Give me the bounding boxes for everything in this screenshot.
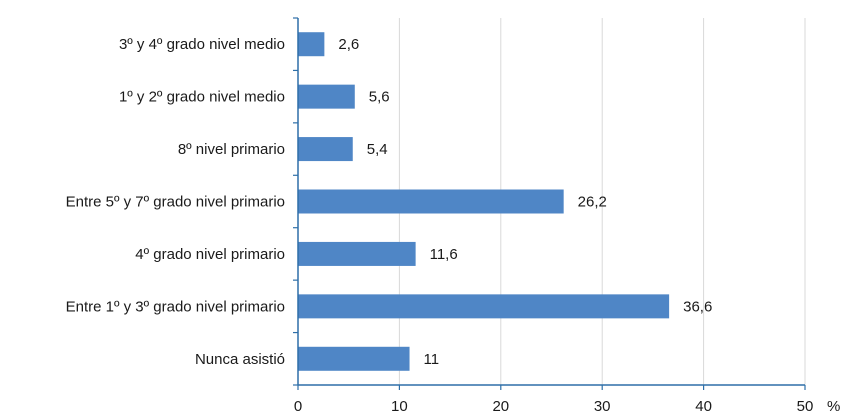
x-axis-unit-label: % (827, 398, 840, 415)
x-tick-label: 10 (391, 398, 408, 415)
x-tick-label: 30 (594, 398, 611, 415)
bar-6 (298, 346, 410, 371)
category-label: 8º nivel primario (178, 141, 285, 158)
bar-2 (298, 137, 353, 162)
value-label: 11,6 (430, 246, 458, 263)
value-label: 5,6 (369, 89, 390, 106)
value-label: 36,6 (683, 298, 712, 315)
bar-0 (298, 32, 325, 57)
value-label: 11 (424, 351, 440, 368)
category-label: Entre 5º y 7º grado nivel primario (66, 194, 285, 211)
category-label: Nunca asistió (195, 351, 285, 368)
x-tick-label: 20 (492, 398, 509, 415)
x-tick-label: 50 (797, 398, 814, 415)
x-tick-label: 40 (695, 398, 712, 415)
bar-1 (298, 84, 355, 109)
value-label: 2,6 (338, 36, 359, 53)
labels: 3º y 4º grado nivel medio 2,6 1º y 2º grad… (66, 36, 814, 415)
value-label: 5,4 (367, 141, 388, 158)
category-label: 4º grado nivel primario (135, 246, 285, 263)
category-label: Entre 1º y 3º grado nivel primario (66, 298, 285, 315)
bar-5 (298, 294, 670, 319)
axes (293, 17, 806, 390)
bars (298, 32, 670, 371)
bar-3 (298, 189, 564, 214)
bar-4 (298, 241, 416, 266)
gridlines (398, 18, 806, 385)
category-label: 1º y 2º grado nivel medio (119, 89, 285, 106)
category-label: 3º y 4º grado nivel medio (119, 36, 285, 53)
x-tick-label: 0 (294, 398, 302, 415)
value-label: 26,2 (578, 194, 607, 211)
